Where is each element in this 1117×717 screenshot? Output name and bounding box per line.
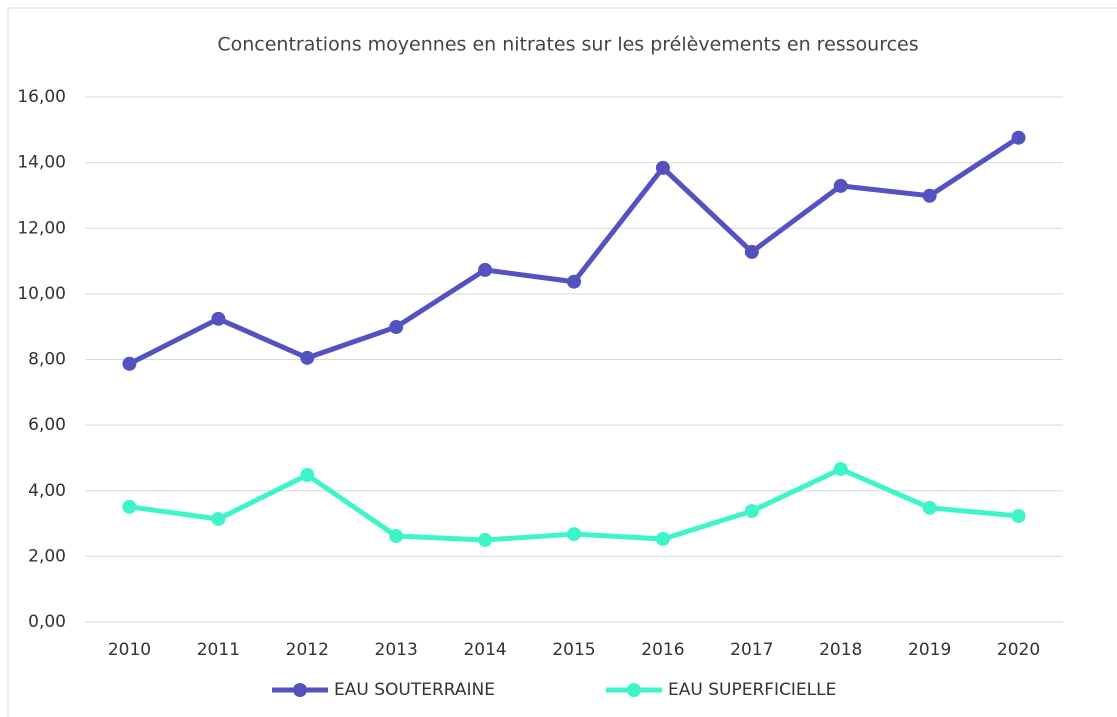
x-tick-label: 2014 bbox=[463, 640, 506, 660]
x-tick-label: 2012 bbox=[286, 640, 329, 660]
data-point bbox=[122, 499, 137, 514]
data-point bbox=[1011, 130, 1026, 145]
data-point bbox=[389, 529, 404, 544]
y-tick-label: 4,00 bbox=[28, 481, 66, 501]
data-point bbox=[122, 356, 137, 371]
chart-title: Concentrations moyennes en nitrates sur … bbox=[217, 34, 918, 56]
data-point bbox=[833, 178, 848, 193]
y-tick-label: 8,00 bbox=[28, 350, 66, 370]
x-tick-label: 2013 bbox=[375, 640, 418, 660]
data-point bbox=[655, 531, 670, 546]
y-tick-label: 14,00 bbox=[17, 153, 66, 173]
data-point bbox=[300, 468, 315, 482]
data-point bbox=[567, 274, 581, 289]
legend-marker bbox=[627, 683, 641, 697]
data-point bbox=[655, 160, 670, 175]
chart-border bbox=[7, 7, 1117, 717]
x-tick-label: 2010 bbox=[108, 640, 151, 660]
y-tick-label: 0,00 bbox=[28, 612, 66, 632]
data-point bbox=[922, 188, 937, 203]
data-point bbox=[922, 500, 937, 515]
x-tick-label: 2019 bbox=[908, 640, 951, 660]
y-tick-label: 10,00 bbox=[17, 284, 66, 304]
data-point bbox=[211, 511, 226, 526]
x-tick-label: 2011 bbox=[197, 640, 240, 660]
legend-label: EAU SOUTERRAINE bbox=[334, 680, 495, 700]
y-tick-label: 2,00 bbox=[28, 546, 66, 566]
series-line bbox=[128, 135, 1020, 366]
x-tick-label: 2015 bbox=[552, 640, 595, 660]
data-point bbox=[478, 262, 493, 277]
data-point bbox=[300, 350, 315, 365]
data-point bbox=[478, 532, 493, 547]
data-point bbox=[833, 462, 848, 477]
data-point bbox=[744, 244, 759, 259]
x-tick-label: 2020 bbox=[997, 640, 1040, 660]
y-tick-label: 16,00 bbox=[17, 87, 66, 107]
x-tick-label: 2016 bbox=[641, 640, 684, 660]
y-tick-label: 12,00 bbox=[17, 218, 66, 238]
data-point bbox=[389, 320, 404, 335]
data-point bbox=[744, 504, 759, 519]
data-point bbox=[567, 527, 581, 542]
y-tick-label: 6,00 bbox=[28, 415, 66, 435]
legend-marker bbox=[293, 683, 307, 697]
legend-label: EAU SUPERFICIELLE bbox=[668, 680, 836, 700]
x-tick-label: 2017 bbox=[730, 640, 773, 660]
data-point bbox=[211, 311, 226, 326]
data-point bbox=[1011, 509, 1026, 524]
x-tick-label: 2018 bbox=[819, 640, 862, 660]
